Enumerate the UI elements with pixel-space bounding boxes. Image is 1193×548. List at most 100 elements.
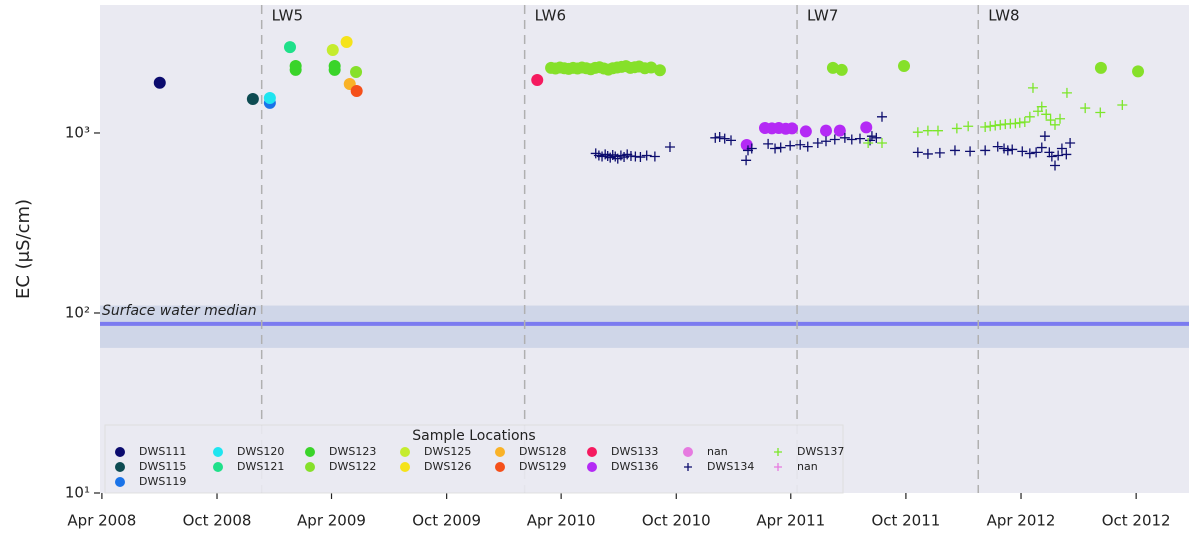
legend-marker: [495, 447, 505, 457]
point: [1027, 82, 1038, 93]
point: [821, 136, 831, 147]
point: [1095, 107, 1106, 118]
legend-marker: [587, 447, 597, 457]
legend-marker: [774, 463, 782, 471]
legend-marker: [684, 463, 692, 471]
point: [763, 138, 774, 149]
legend-marker: [400, 462, 410, 472]
x-tick-label: Oct 2009: [412, 512, 481, 530]
point: [949, 145, 960, 156]
legend-marker: [400, 447, 410, 457]
y-tick-label: 10¹: [65, 484, 90, 502]
point: [985, 121, 996, 132]
legend-marker: [213, 462, 223, 472]
point: [1031, 147, 1042, 158]
point: [1041, 109, 1052, 120]
x-tick-label: Oct 2010: [642, 512, 711, 530]
plot-background: [100, 5, 1189, 493]
legend-label: DWS120: [237, 445, 284, 458]
point: [741, 155, 752, 166]
point: [835, 63, 848, 76]
legend-marker: [213, 447, 223, 457]
point: [786, 122, 799, 135]
point: [610, 151, 621, 162]
point: [1017, 146, 1028, 157]
point: [710, 132, 721, 143]
point: [965, 146, 976, 157]
point: [795, 139, 806, 150]
point: [990, 120, 1001, 131]
y-axis-label: EC (μS/cm): [13, 199, 34, 299]
point: [719, 133, 730, 144]
point: [605, 152, 616, 163]
point: [876, 137, 887, 148]
point: [1117, 100, 1128, 111]
point: [246, 92, 259, 105]
y-tick-label: 10²: [65, 303, 90, 321]
point: [1019, 117, 1030, 128]
legend-marker: [495, 462, 505, 472]
legend-marker: [305, 447, 315, 457]
event-label: LW5: [272, 7, 303, 25]
x-tick-label: Apr 2011: [756, 512, 825, 530]
point: [992, 141, 1003, 152]
legend-label: DWS121: [237, 460, 284, 473]
legend-label: DWS126: [424, 460, 471, 473]
legend-label: DWS119: [139, 475, 186, 488]
point: [1002, 145, 1013, 156]
point: [898, 60, 911, 73]
legend-title: Sample Locations: [412, 428, 535, 444]
point: [714, 131, 725, 142]
point: [328, 63, 341, 76]
point: [153, 76, 166, 89]
point: [1007, 144, 1018, 155]
point: [865, 135, 876, 146]
legend-label: DWS137: [797, 445, 844, 458]
point: [980, 145, 991, 156]
legend-marker: [587, 462, 597, 472]
x-tick-label: Oct 2012: [1102, 512, 1171, 530]
point: [995, 119, 1006, 130]
point: [1050, 160, 1060, 171]
point: [912, 147, 923, 158]
point: [1044, 147, 1055, 158]
point: [1036, 101, 1047, 112]
legend-label: DWS136: [611, 460, 658, 473]
point: [340, 36, 353, 49]
point: [775, 142, 786, 153]
point: [1055, 113, 1066, 124]
point: [289, 63, 302, 76]
point: [871, 132, 882, 143]
point: [812, 137, 823, 148]
reference-label: Surface water median: [102, 303, 257, 319]
point: [802, 141, 813, 152]
point: [1010, 118, 1021, 129]
point: [839, 132, 850, 143]
point: [770, 143, 781, 154]
x-tick-label: Apr 2008: [67, 512, 136, 530]
point: [350, 84, 363, 97]
point: [863, 137, 874, 148]
point: [854, 133, 865, 144]
point: [1024, 111, 1035, 122]
point: [860, 121, 873, 134]
point: [829, 134, 840, 145]
legend-label: DWS123: [329, 445, 376, 458]
point: [912, 127, 923, 138]
point: [1056, 143, 1067, 154]
point: [1039, 131, 1050, 142]
point: [1050, 119, 1060, 130]
point: [1046, 151, 1057, 162]
reference-band: [100, 305, 1189, 348]
x-tick-label: Apr 2009: [297, 512, 366, 530]
point: [653, 64, 666, 77]
point: [846, 134, 857, 145]
x-tick-label: Apr 2010: [527, 512, 596, 530]
point: [833, 124, 846, 137]
point: [934, 147, 945, 158]
point: [1024, 148, 1035, 159]
legend-marker: [115, 477, 125, 487]
point: [866, 131, 877, 142]
point: [641, 150, 652, 161]
point: [963, 121, 974, 132]
